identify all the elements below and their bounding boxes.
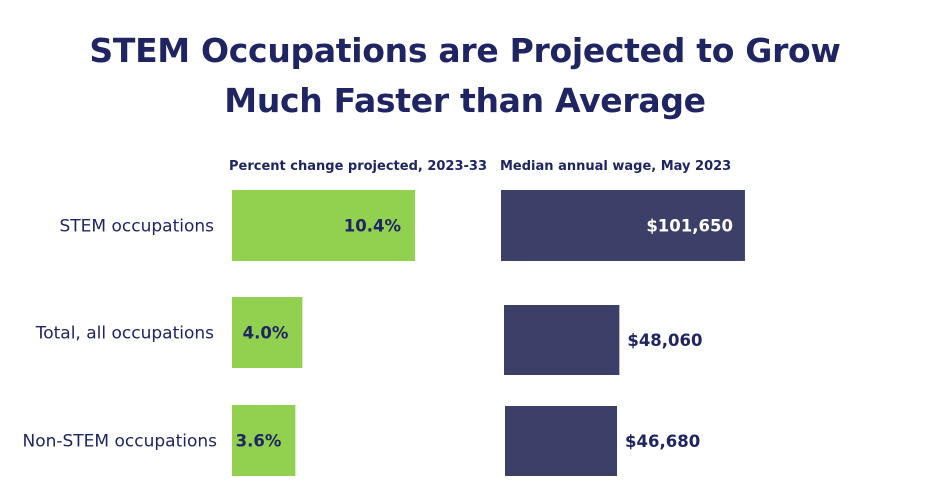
chart-title: STEM Occupations are Projected to Grow M…: [0, 26, 930, 126]
growth-value-label-stem: 10.4%: [344, 217, 402, 236]
chart-title-line1: STEM Occupations are Projected to Grow: [89, 31, 841, 70]
growth-value-label-non-stem: 3.6%: [236, 432, 282, 451]
wage-value-label-total: $48,060: [627, 331, 702, 350]
growth-bars: 10.4% 4.0% 3.6%: [232, 190, 416, 476]
growth-bar-total: [232, 297, 303, 368]
growth-bar-stem: [232, 190, 416, 261]
wage-bar-non-stem: [505, 406, 618, 476]
category-label-total: Total, all occupations: [35, 324, 214, 344]
wage-panel-header: Median annual wage, May 2023: [500, 159, 731, 174]
wage-bar-stem: [501, 190, 745, 261]
wage-value-label-non-stem: $46,680: [625, 432, 700, 451]
chart-title-line2: Much Faster than Average: [224, 81, 706, 120]
category-label-non-stem: Non-STEM occupations: [22, 432, 217, 452]
growth-panel-header: Percent change projected, 2023-33: [229, 159, 487, 174]
growth-bar-non-stem: [232, 405, 296, 476]
wage-bar-total: [504, 305, 620, 375]
wage-bars: $101,650 $48,060 $46,680: [501, 190, 745, 476]
wage-value-label-stem: $101,650: [646, 217, 733, 236]
category-label-stem: STEM occupations: [60, 217, 215, 237]
category-labels: STEM occupations Total, all occupations No…: [22, 217, 217, 452]
growth-value-label-total: 4.0%: [243, 324, 289, 343]
